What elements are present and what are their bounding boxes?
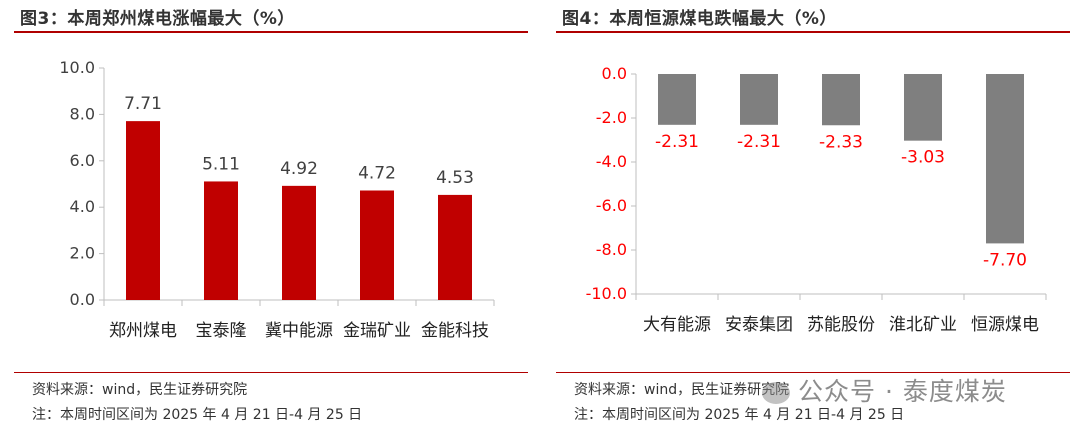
category-label: 苏能股份	[807, 315, 875, 335]
bar	[204, 181, 238, 300]
footer-rule	[556, 372, 1070, 373]
date-range-note: 注：本周时间区间为 2025 年 4 月 21 日-4 月 25 日	[32, 407, 363, 423]
category-label: 大有能源	[643, 315, 711, 335]
y-tick-label: -10.0	[586, 284, 627, 303]
data-label: 4.72	[358, 163, 396, 183]
data-label: -2.33	[819, 132, 863, 152]
bar	[822, 74, 860, 126]
y-tick-label: -2.0	[596, 108, 627, 127]
chart-title: 图3：本周郑州煤电涨幅最大（%）	[20, 9, 295, 29]
category-label: 恒源煤电	[971, 315, 1039, 335]
y-tick-label: 10.0	[59, 58, 95, 77]
bar	[282, 185, 316, 300]
bar	[740, 74, 778, 125]
data-label: 4.53	[436, 168, 474, 188]
title-rule	[556, 31, 1070, 33]
category-label: 安泰集团	[725, 315, 793, 335]
y-tick-label: -4.0	[596, 152, 627, 171]
y-tick-label: -6.0	[596, 196, 627, 215]
y-tick-label: -8.0	[596, 240, 627, 259]
data-label: -7.70	[983, 250, 1027, 270]
data-label: 7.71	[124, 94, 162, 114]
bar	[360, 190, 394, 300]
category-label: 淮北矿业	[889, 315, 957, 335]
source-note: 资料来源：wind，民生证券研究院	[574, 382, 790, 398]
bar	[986, 74, 1024, 244]
chart-title: 图4：本周恒源煤电跌幅最大（%）	[562, 9, 837, 29]
data-label: -2.31	[737, 132, 781, 152]
date-range-note: 注：本周时间区间为 2025 年 4 月 21 日-4 月 25 日	[574, 407, 905, 423]
category-label: 郑州煤电	[109, 321, 177, 341]
bar-chart-left: 0.0 2.0 4.0 6.0 8.0 10.0 7.71 郑州煤电 5.11 宝泰隆 4.92 冀中…	[59, 58, 495, 341]
chart-panel-left: 图3：本周郑州煤电涨幅最大（%） 0.0 2.0 4.0 6.0 8.0 10.0 7.71…	[14, 0, 534, 435]
data-label: -3.03	[901, 148, 945, 168]
title-rule	[14, 31, 528, 33]
bar	[658, 74, 696, 125]
y-tick-label: 8.0	[70, 104, 95, 123]
data-label: 4.92	[280, 159, 318, 179]
bar	[126, 121, 160, 301]
category-label: 金瑞矿业	[343, 321, 411, 341]
y-tick-label: 6.0	[70, 151, 95, 170]
watermark-text: 公众号 · 泰度煤炭	[798, 377, 1007, 406]
category-label: 金能科技	[421, 321, 489, 341]
data-label: 5.11	[202, 154, 240, 174]
y-tick-label: 0.0	[70, 290, 95, 309]
wechat-icon	[762, 382, 790, 404]
y-tick-label: 2.0	[70, 244, 95, 263]
bar-chart-right: 0.0 -2.0 -4.0 -6.0 -8.0 -10.0 -2.31 大有能源 -2.31 安泰…	[586, 64, 1047, 335]
y-tick-label: 0.0	[602, 64, 627, 83]
bar	[904, 74, 942, 141]
chart-panel-right: 图4：本周恒源煤电跌幅最大（%） 0.0 -2.0 -4.0 -6.0 -8.0 -10.…	[556, 0, 1076, 435]
watermark: 公众号 · 泰度煤炭	[762, 372, 1007, 408]
footer-rule	[14, 372, 528, 373]
data-label: -2.31	[655, 132, 699, 152]
category-label: 冀中能源	[265, 321, 333, 341]
bar	[438, 194, 472, 300]
y-tick-label: 4.0	[70, 197, 95, 216]
category-label: 宝泰隆	[196, 321, 247, 341]
source-note: 资料来源：wind，民生证券研究院	[32, 382, 248, 398]
